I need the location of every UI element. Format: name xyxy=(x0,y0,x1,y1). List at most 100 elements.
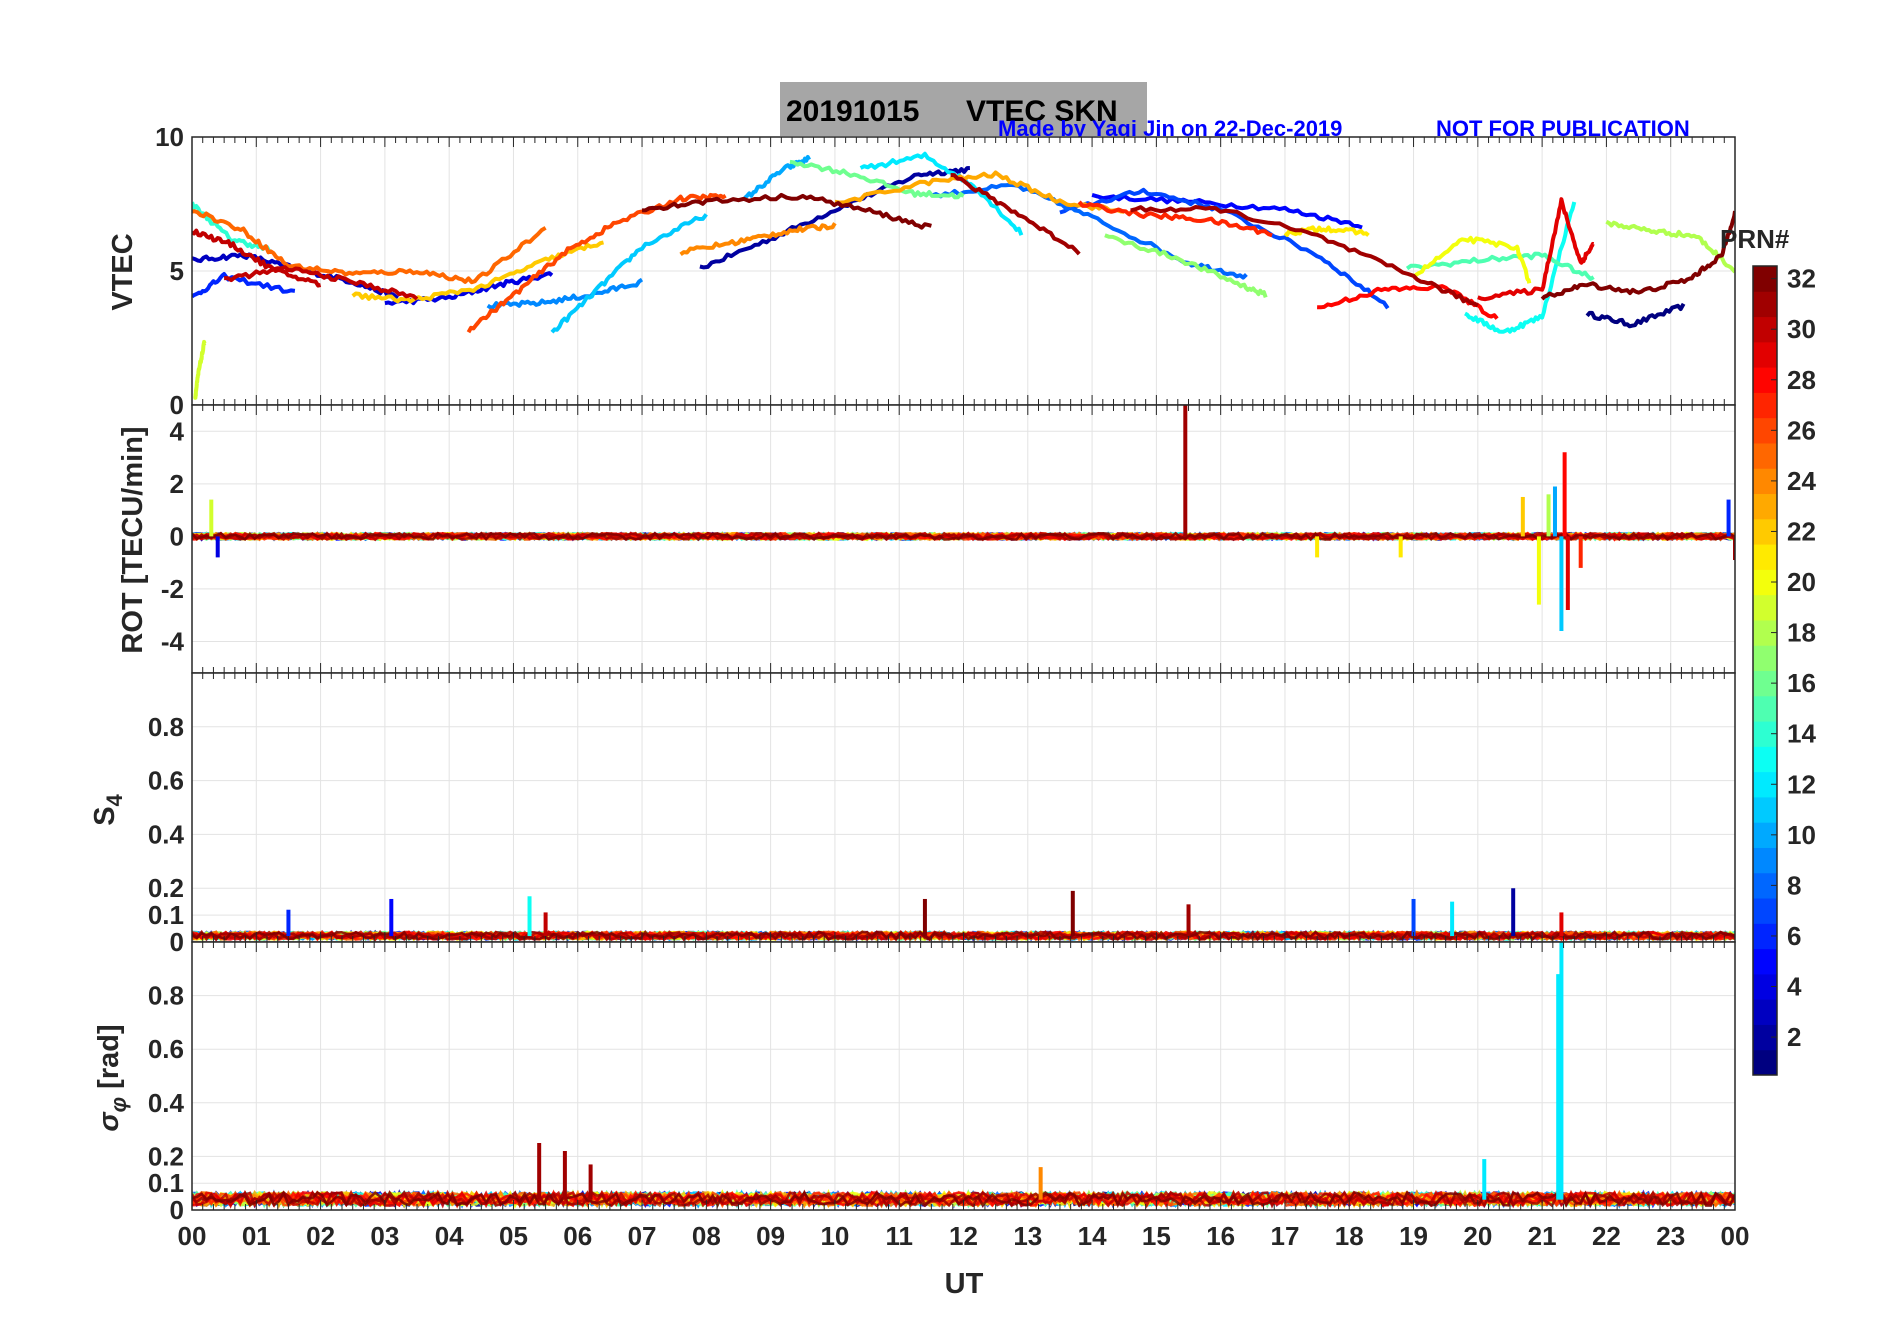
x-tick-label: 12 xyxy=(949,1221,978,1251)
y-tick-label: 0.1 xyxy=(148,900,184,930)
vtec-series-line xyxy=(192,272,296,299)
vtec-series-line xyxy=(466,192,727,334)
title-date: 20191015 xyxy=(786,95,919,128)
y-tick-label: -4 xyxy=(161,626,185,656)
rot-panel: -4 -2 0 2 4 xyxy=(161,404,1736,674)
colorbar-tick-label: 8 xyxy=(1787,870,1801,900)
y-tick-label: 0.6 xyxy=(148,766,184,796)
vtec-series-line xyxy=(950,173,1081,256)
y-tick-label: 0 xyxy=(170,390,184,420)
colorbar-segment xyxy=(1753,746,1777,773)
vtec-series-line xyxy=(1605,219,1735,274)
ylabel-rot: ROT [TECU/min] xyxy=(117,426,149,653)
colorbar-tick-label: 26 xyxy=(1787,415,1816,445)
colorbar-segment xyxy=(1753,1049,1777,1076)
colorbar-segment xyxy=(1753,544,1777,570)
x-tick-label: 11 xyxy=(885,1221,913,1251)
y-tick-label: 0.8 xyxy=(148,712,184,742)
x-tick-label: 07 xyxy=(628,1221,657,1251)
x-tick-label: 06 xyxy=(563,1221,592,1251)
noise-trace xyxy=(192,1189,1735,1209)
vtec-series-line xyxy=(550,213,708,334)
y-tick-label: 0.1 xyxy=(148,1168,184,1198)
y-tick-label: 0.2 xyxy=(148,873,184,903)
colorbar-label: PRN# xyxy=(1720,224,1790,254)
colorbar-segment xyxy=(1753,999,1777,1025)
vtec-series-line xyxy=(1585,302,1686,329)
title-box xyxy=(780,82,1147,136)
colorbar-segment xyxy=(1753,796,1777,823)
y-tick-label: 0.4 xyxy=(148,1088,185,1118)
colorbar-segment xyxy=(1753,594,1777,621)
colorbar-tick-label: 22 xyxy=(1787,516,1816,546)
sigma-phi-panel: 00.10.2 0.4 0.6 0.8 xyxy=(148,941,1736,1225)
x-tick-label: 00 xyxy=(178,1221,207,1251)
x-tick-label: 23 xyxy=(1656,1221,1685,1251)
colorbar-tick-label: 32 xyxy=(1787,264,1816,294)
vtec-series-line xyxy=(1091,192,1363,230)
vtec-series-line xyxy=(789,159,965,200)
y-tick-label: 0 xyxy=(170,927,184,957)
colorbar-segment xyxy=(1753,392,1777,419)
x-tick-labels: 00 01 02 03 04 05 06 07 08 09 10 11 12 13 14 15 16 17 18 19… xyxy=(178,1221,1750,1251)
x-tick-label: 15 xyxy=(1142,1221,1171,1251)
vtec-series-line xyxy=(1540,210,1735,301)
colorbar-segment xyxy=(1753,898,1777,924)
vtec-series-line xyxy=(1405,251,1595,281)
vtec-series-line xyxy=(641,192,932,230)
colorbar-segment xyxy=(1753,493,1777,520)
x-tick-label: 03 xyxy=(370,1221,399,1251)
x-tick-label: 18 xyxy=(1335,1221,1364,1251)
y-tick-label: 5 xyxy=(170,256,184,286)
vtec-series-line xyxy=(192,228,322,288)
x-tick-label: 20 xyxy=(1463,1221,1492,1251)
colorbar-tick-label: 4 xyxy=(1787,972,1802,1002)
data-layer xyxy=(192,151,1735,400)
vtec-panel: 0 5 10 xyxy=(155,122,1736,420)
vtec-series-line xyxy=(1317,283,1499,320)
y-tick-label: 0.6 xyxy=(148,1034,184,1064)
vtec-series-line xyxy=(1283,225,1370,237)
x-tick-label: 08 xyxy=(692,1221,721,1251)
svg-text:σφ [rad]: σφ [rad] xyxy=(93,1024,131,1131)
vtec-series-line xyxy=(679,222,837,257)
vtec-series-line xyxy=(486,277,644,310)
title-main: VTEC SKN xyxy=(966,95,1118,128)
colorbar-tick-label: 6 xyxy=(1787,921,1801,951)
vtec-series-line xyxy=(1130,205,1479,308)
x-tick-label: 02 xyxy=(306,1221,335,1251)
x-tick-label: 05 xyxy=(499,1221,528,1251)
noise-trace xyxy=(192,531,1735,542)
data-layer xyxy=(192,405,1735,631)
colorbar-tick-label: 20 xyxy=(1787,567,1816,597)
x-tick-label: 00 xyxy=(1721,1221,1750,1251)
ylabel-vtec: VTEC xyxy=(107,233,139,310)
colorbar-tick-label: 30 xyxy=(1787,314,1816,344)
x-tick-label: 16 xyxy=(1206,1221,1235,1251)
x-tick-label: 14 xyxy=(1078,1221,1107,1251)
x-tick-label: 09 xyxy=(756,1221,785,1251)
y-tick-label: 2 xyxy=(170,469,184,499)
ylabel-sigma-phi: σφ [rad] xyxy=(93,1024,131,1131)
x-tick-label: 13 xyxy=(1013,1221,1042,1251)
colorbar-segment xyxy=(1753,948,1777,975)
x-tick-label: 22 xyxy=(1592,1221,1621,1251)
vtec-series-line xyxy=(1411,235,1532,284)
colorbar-tick-label: 14 xyxy=(1787,719,1816,749)
colorbar-tick-label: 24 xyxy=(1787,466,1816,496)
vtec-series-line xyxy=(193,339,207,400)
vtec-series-line xyxy=(192,209,547,285)
colorbar-tick-label: 2 xyxy=(1787,1022,1801,1052)
x-tick-label: 17 xyxy=(1270,1221,1299,1251)
colorbar-tick-label: 10 xyxy=(1787,820,1816,850)
colorbar-segment xyxy=(1753,645,1777,671)
y-tick-label: 0.2 xyxy=(148,1141,184,1171)
y-tick-label: 0 xyxy=(170,1195,184,1225)
colorbar-segment xyxy=(1753,291,1777,318)
vtec-series-line xyxy=(224,265,419,301)
x-tick-label: 01 xyxy=(242,1221,271,1251)
colorbar-segment xyxy=(1753,695,1777,722)
colorbar-segment xyxy=(1753,847,1777,874)
x-tick-label: 04 xyxy=(435,1221,464,1251)
